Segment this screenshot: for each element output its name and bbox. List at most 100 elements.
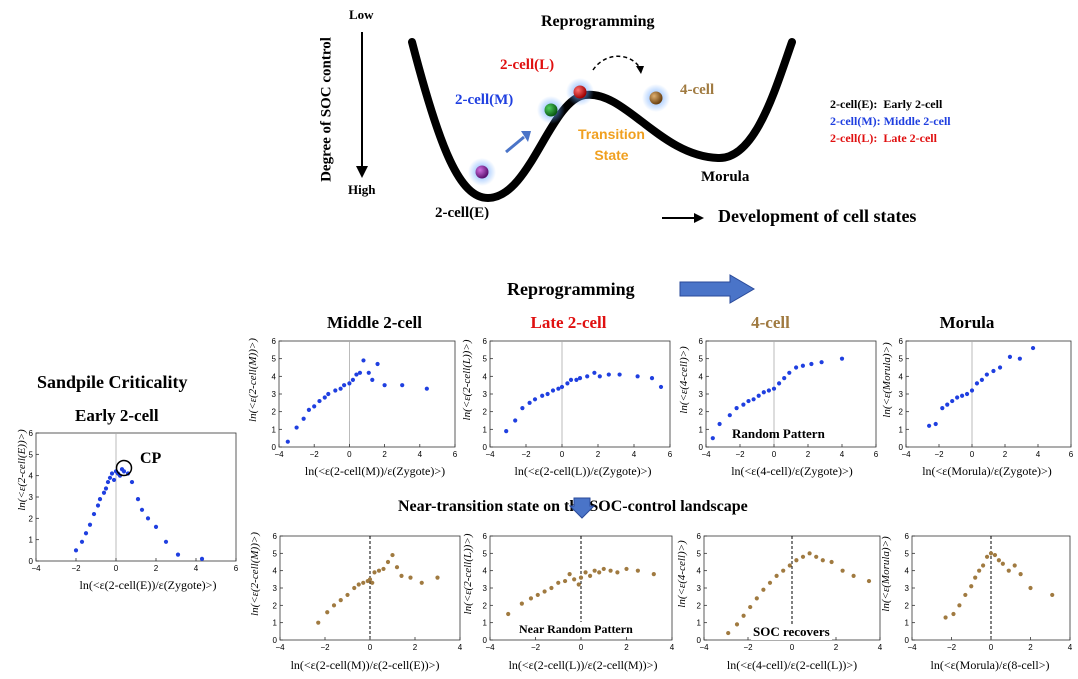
data-point	[1030, 345, 1036, 351]
data-point	[87, 522, 93, 527]
plot-late: 0 1 2 3 4 5 6 −4 −2 0 2 4 6	[483, 337, 673, 459]
data-point	[943, 615, 948, 620]
y-tick-label: 4	[29, 472, 34, 481]
y-tick-label: 6	[272, 337, 277, 346]
data-point	[964, 391, 970, 397]
data-point	[1028, 585, 1033, 591]
data-point	[726, 630, 731, 636]
data-point	[519, 601, 524, 606]
y-tick-label: 4	[483, 567, 488, 576]
plot-4-vs-l: 0 1 2 3 4 5 6 −4 −2 0 2 4	[697, 532, 883, 652]
data-point	[357, 370, 363, 375]
data-point	[960, 393, 965, 398]
x-tick-label: 4	[458, 643, 463, 652]
data-point	[550, 388, 556, 393]
x-tick-label: 6	[874, 450, 879, 459]
data-point	[91, 511, 97, 517]
data-point	[1007, 354, 1013, 359]
plot-middle: 0 1 2 3 4 5 6 −4 −2 0 2 4 6	[272, 337, 458, 459]
data-point	[294, 425, 299, 430]
chart-title: Morula	[939, 313, 995, 332]
data-point	[408, 575, 413, 580]
data-point	[950, 398, 955, 404]
y-tick-label: 6	[29, 429, 34, 438]
data-point	[559, 384, 565, 390]
cp-label: CP	[140, 450, 162, 467]
x-tick-label: 2	[806, 450, 811, 459]
x-tick-label: 4	[878, 643, 883, 652]
data-point	[957, 603, 962, 608]
state-2cell-l: 2-cell(L)	[500, 57, 555, 73]
x-axis-label: ln(<ε(2-cell(E))/ε(Zygote)>)	[79, 578, 217, 592]
data-point	[597, 374, 602, 379]
x-tick-label: 0	[114, 564, 119, 573]
x-tick-label: 4	[194, 564, 199, 573]
data-point	[984, 554, 990, 559]
chart-title: Middle 2-cell	[327, 313, 422, 332]
x-tick-label: 0	[970, 450, 975, 459]
data-point	[370, 377, 375, 382]
data-point	[583, 570, 588, 575]
y-tick-label: 3	[273, 584, 278, 593]
data-point	[839, 356, 845, 361]
data-point	[608, 568, 613, 573]
soc-arrow-icon	[356, 32, 368, 178]
data-point	[577, 376, 583, 381]
data-point	[996, 558, 1001, 563]
data-point	[506, 611, 511, 617]
y-tick-label: 4	[899, 372, 904, 381]
data-point	[109, 471, 115, 476]
data-point	[734, 622, 740, 627]
y-tick-label: 2	[905, 601, 910, 610]
x-axis-label: ln(<ε(2-cell(L))/ε(Zygote)>)	[514, 464, 652, 478]
x-tick-label: −4	[274, 450, 284, 459]
data-point	[400, 383, 405, 388]
data-point	[649, 376, 655, 381]
y-tick-label: 0	[272, 443, 277, 452]
data-point	[601, 566, 606, 572]
ball-2cell-e	[475, 165, 489, 179]
data-point	[819, 360, 824, 365]
data-point	[361, 580, 366, 585]
data-point	[658, 384, 664, 390]
data-point	[572, 577, 577, 582]
data-point	[774, 573, 779, 578]
y-tick-label: 2	[899, 408, 904, 417]
x-tick-label: −4	[275, 643, 285, 652]
data-point	[163, 539, 169, 544]
y-tick-label: 6	[699, 337, 704, 346]
data-point	[285, 439, 290, 444]
y-tick-label: 5	[483, 549, 488, 558]
data-point	[535, 592, 540, 598]
data-point	[945, 402, 950, 407]
x-tick-label: 4	[840, 450, 845, 459]
y-tick-label: 0	[905, 636, 910, 645]
data-point	[382, 383, 387, 388]
data-point	[565, 381, 570, 386]
x-tick-label: −2	[735, 450, 745, 459]
y-tick-label: 0	[483, 636, 488, 645]
stage-legend: 2-cell(E): Early 2-cell 2-cell(M): Middl…	[830, 96, 951, 147]
x-tick-label: 2	[1028, 643, 1033, 652]
data-point	[951, 611, 956, 617]
data-point	[556, 580, 561, 585]
data-point	[394, 565, 400, 570]
data-point	[617, 372, 622, 377]
data-point	[111, 477, 117, 483]
x-axis-label: ln(<ε(4-cell)/ε(2-cell(L))>)	[726, 658, 858, 672]
data-point	[574, 377, 579, 382]
y-tick-label: 3	[29, 493, 34, 502]
y-tick-label: 5	[905, 549, 910, 558]
state-4cell: 4-cell	[680, 82, 715, 98]
data-point	[129, 479, 135, 485]
data-point	[782, 376, 787, 381]
data-point	[578, 575, 584, 580]
x-tick-label: −4	[31, 564, 41, 573]
data-point	[542, 589, 547, 594]
chart-title: 4-cell	[751, 313, 790, 332]
data-point	[528, 596, 534, 601]
data-point	[866, 578, 872, 584]
data-point	[840, 568, 845, 573]
data-point	[794, 365, 799, 370]
data-point	[367, 577, 373, 582]
